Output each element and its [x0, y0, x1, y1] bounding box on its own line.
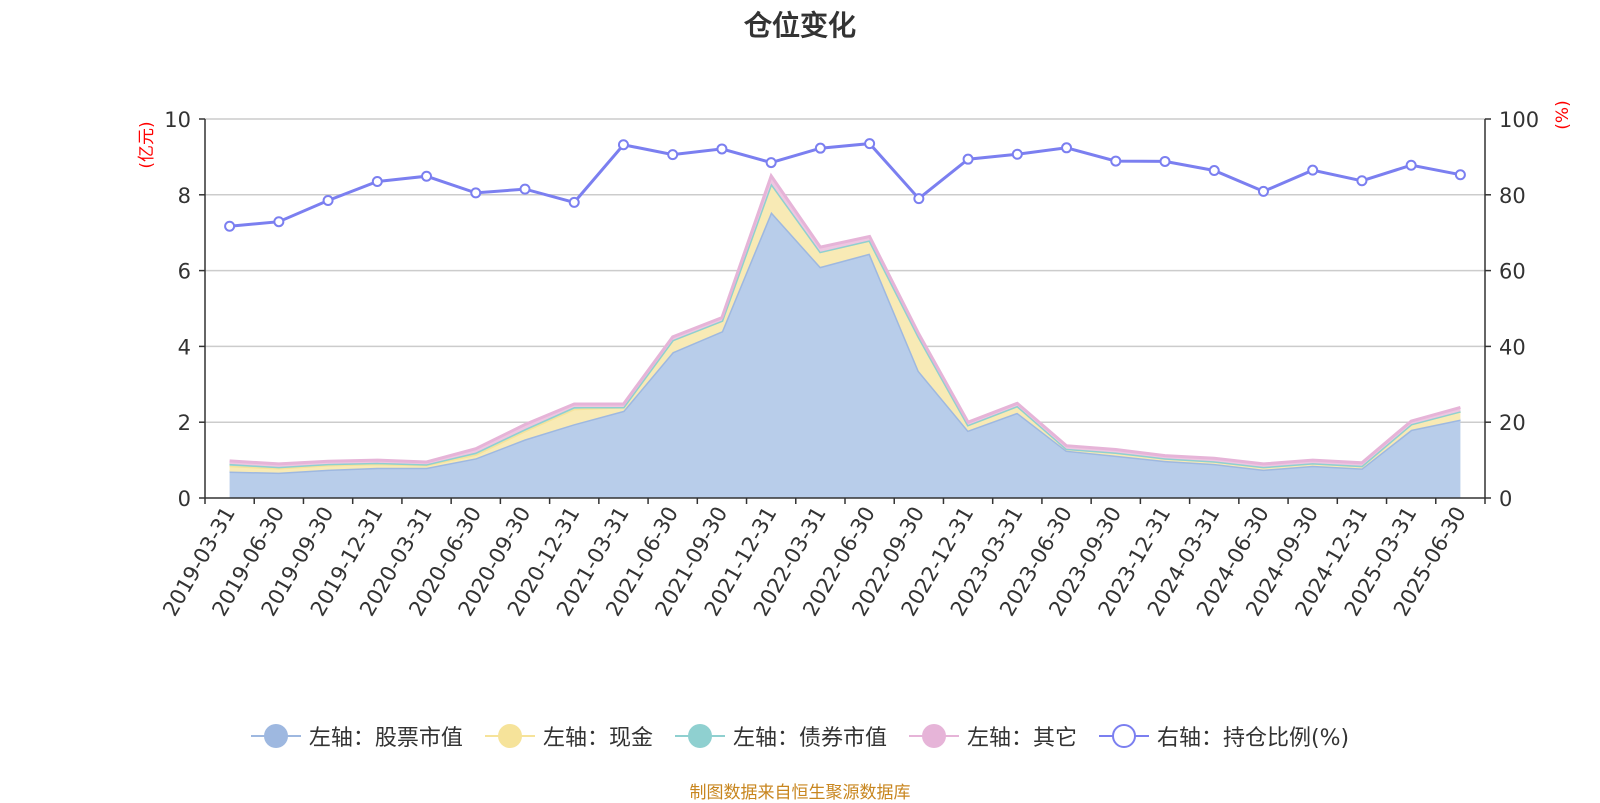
left-axis-tick-label: 6: [178, 260, 191, 284]
stacked-areas: [229, 172, 1461, 498]
ratio-point: [1011, 148, 1023, 160]
left-axis-tick-label: 0: [178, 487, 191, 511]
ratio-point: [224, 220, 236, 232]
right-axis-tick-label: 0: [1499, 487, 1512, 511]
series-area: [229, 211, 1461, 498]
right-axis-tick-label: 100: [1499, 108, 1539, 132]
legend-item[interactable]: 右轴：持仓比例(%): [1098, 720, 1350, 752]
legend-item[interactable]: 左轴：现金: [484, 720, 653, 752]
ratio-point: [568, 196, 580, 208]
legend-label: 左轴：股票市值: [308, 726, 463, 751]
left-axis-unit: (亿元): [137, 121, 157, 168]
left-axis-tick-label: 10: [164, 108, 191, 132]
legend-marker-icon: [1098, 723, 1149, 749]
ratio-point: [1110, 155, 1122, 167]
right-axis-tick-label: 20: [1499, 411, 1526, 435]
ratio-point: [1454, 169, 1466, 181]
ratio-point: [519, 183, 531, 195]
ratio-point: [371, 176, 383, 188]
ratio-point: [1159, 155, 1171, 167]
legend-item[interactable]: 左轴：其它: [908, 720, 1077, 752]
ratio-point: [864, 138, 876, 150]
left-axis-tick-label: 4: [178, 335, 191, 359]
left-axis-tick-label: 2: [178, 411, 191, 435]
right-axis-tick-label: 80: [1499, 184, 1526, 208]
legend-item[interactable]: 左轴：股票市值: [250, 720, 463, 752]
legend: 左轴：股票市值 左轴：现金 左轴：债券市值 左轴：其它 右轴：持仓比例(%): [0, 720, 1600, 752]
ratio-point: [421, 170, 433, 182]
ratio-point: [617, 139, 629, 151]
ratio-point: [1405, 159, 1417, 171]
ratio-line: [224, 138, 1466, 232]
ratio-point: [322, 194, 334, 206]
ratio-point: [765, 157, 777, 169]
legend-item[interactable]: 左轴：债券市值: [674, 720, 887, 752]
legend-label: 左轴：债券市值: [732, 726, 887, 751]
legend-marker-icon: [250, 723, 301, 749]
ratio-point: [962, 153, 974, 165]
ratio-point: [273, 216, 285, 228]
legend-marker-icon: [908, 723, 959, 749]
right-axis-tick-label: 40: [1499, 335, 1526, 359]
ratio-point: [716, 143, 728, 155]
axes: [199, 118, 1491, 504]
ratio-point: [1208, 165, 1220, 177]
legend-label: 右轴：持仓比例(%): [1156, 726, 1350, 751]
ratio-point: [470, 187, 482, 199]
source-note: 制图数据来自恒生聚源数据库: [689, 783, 911, 803]
series-area-edge: [229, 172, 1461, 466]
ratio-point: [1307, 164, 1319, 176]
ratio-point: [1356, 175, 1368, 187]
left-axis-tick-label: 8: [178, 184, 191, 208]
right-axis-tick-label: 60: [1499, 260, 1526, 284]
legend-label: 左轴：现金: [542, 726, 653, 751]
chart-title: 仓位变化: [743, 9, 856, 42]
ratio-point: [913, 193, 925, 205]
legend-marker-icon: [674, 723, 725, 749]
ratio-line-path: [229, 142, 1461, 228]
legend-label: 左轴：其它: [966, 726, 1077, 751]
ratio-point: [1257, 185, 1269, 197]
right-axis-unit: (%): [1553, 100, 1573, 129]
ratio-point: [814, 142, 826, 154]
legend-marker-icon: [484, 723, 535, 749]
ratio-point: [667, 149, 679, 161]
ratio-point: [1061, 142, 1073, 154]
